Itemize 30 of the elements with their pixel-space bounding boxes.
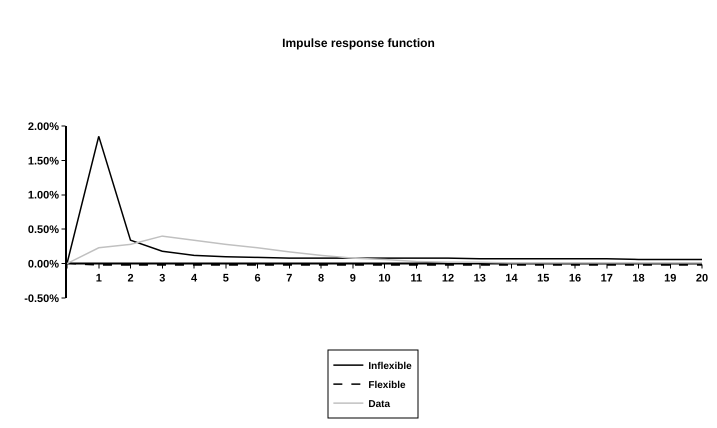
y-tick-label: 0.50% [28, 224, 60, 236]
y-tick-label: 2.00% [28, 120, 60, 133]
x-tick-label: 11 [410, 272, 422, 285]
x-tick-label: 7 [286, 272, 292, 285]
x-tick-label: 12 [442, 272, 454, 285]
y-tick-label: 0.00% [28, 258, 60, 270]
y-tick-label: -0.50% [24, 292, 60, 305]
x-tick-label: 15 [537, 272, 550, 285]
y-tick-label: 1.00% [28, 190, 60, 202]
legend-label: Flexible [368, 380, 406, 391]
x-tick-label: 16 [568, 272, 582, 285]
x-tick-label: 10 [378, 272, 391, 285]
x-tick-label: 13 [474, 272, 486, 285]
x-tick-label: 1 [96, 272, 102, 285]
x-tick-label: 8 [318, 272, 324, 285]
x-tick-label: 5 [222, 272, 229, 285]
x-tick-label: 19 [664, 272, 676, 285]
x-tick-label: 3 [159, 272, 166, 285]
x-tick-label: 9 [350, 272, 356, 285]
x-tick-label: 2 [127, 272, 134, 285]
x-tick-label: 18 [632, 272, 645, 285]
y-tick-label: 1.50% [28, 155, 60, 168]
x-tick-label: 14 [505, 272, 518, 285]
legend-label: Inflexible [368, 361, 412, 372]
x-tick-label: 20 [696, 272, 708, 285]
chart-title: Impulse response function [282, 36, 435, 50]
x-tick-label: 6 [254, 272, 261, 285]
x-tick-label: 4 [190, 272, 198, 285]
x-tick-label: 17 [600, 272, 613, 285]
legend-label: Data [368, 399, 390, 410]
